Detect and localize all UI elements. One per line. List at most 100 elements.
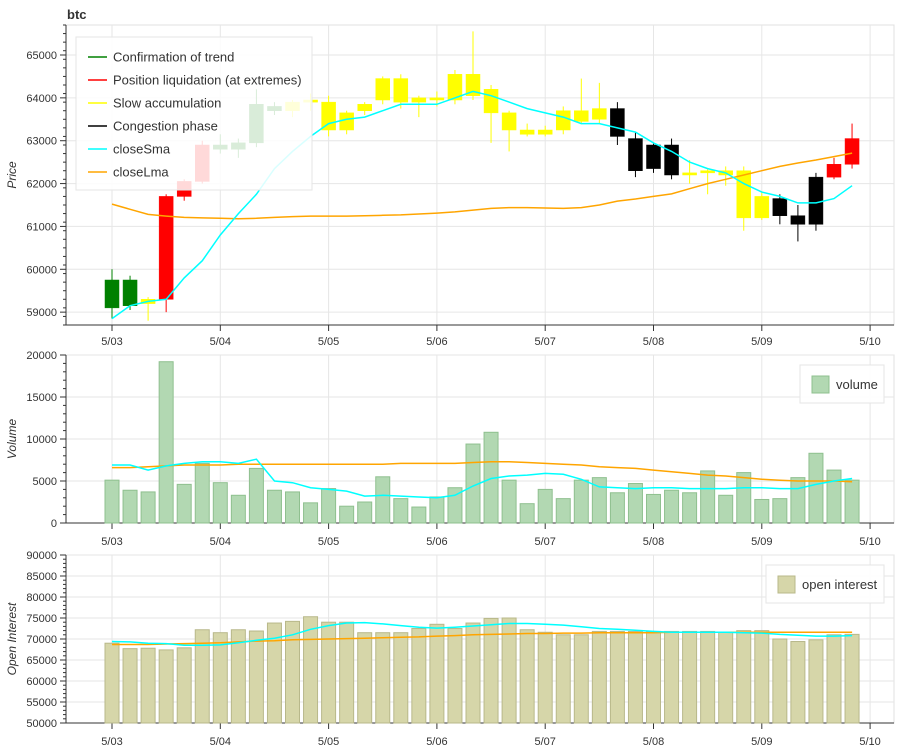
candle-body: [375, 78, 390, 101]
candle: [375, 76, 390, 105]
volume-bar: [718, 494, 734, 524]
y-tick-label: 50000: [26, 718, 57, 730]
candle: [357, 102, 372, 115]
x-tick-label: 5/07: [534, 336, 555, 348]
candle-body: [537, 129, 553, 135]
open-interest-bar: [627, 630, 643, 724]
open-interest-bar: [844, 633, 860, 724]
candle: [104, 269, 120, 319]
candle-body: [158, 196, 174, 300]
volume-bar: [808, 452, 824, 524]
open-interest-bar: [736, 630, 752, 724]
volume-bar: [248, 467, 264, 524]
y-tick-label: 59000: [26, 307, 57, 319]
open-interest-bar: [393, 632, 409, 724]
y-axis-label: Open Interest: [5, 602, 19, 675]
candle: [158, 194, 174, 313]
candle: [592, 82, 607, 124]
candle-body: [808, 176, 824, 225]
volume-bar: [447, 487, 463, 524]
legend-label: Congestion phase: [113, 119, 218, 134]
candle-body: [754, 196, 770, 219]
candle: [808, 172, 824, 231]
x-tick-label: 5/05: [318, 536, 339, 548]
y-tick-label: 5000: [33, 476, 57, 488]
y-tick-label: 61000: [26, 221, 57, 233]
x-tick-label: 5/09: [751, 536, 772, 548]
volume-bar: [266, 489, 282, 524]
volume-bar: [411, 506, 427, 524]
volume-bar: [664, 489, 680, 524]
x-tick-label: 5/04: [210, 736, 231, 748]
open-interest-bar: [375, 632, 391, 724]
volume-bar: [176, 483, 192, 524]
open-interest-bar: [555, 634, 571, 724]
y-axis-label: Price: [5, 161, 19, 189]
candle: [122, 275, 138, 310]
candle: [537, 125, 553, 137]
x-tick-label: 5/05: [318, 736, 339, 748]
x-tick-label: 5/04: [210, 336, 231, 348]
volume-bar: [104, 479, 120, 524]
candle: [556, 106, 571, 135]
closeLma-line: [111, 152, 853, 220]
candle: [736, 166, 751, 231]
open-interest-bar: [212, 632, 228, 724]
volume-legend: volume: [799, 364, 885, 404]
y-tick-label: 62000: [26, 179, 57, 191]
open-interest-bar: [266, 622, 282, 724]
candle-body: [393, 78, 409, 103]
candle: [754, 192, 770, 220]
volume-lma-line: [112, 460, 853, 483]
candle: [700, 168, 715, 195]
candle-body: [483, 89, 499, 114]
volume-bar: [321, 488, 337, 524]
y-tick-label: 80000: [26, 592, 57, 604]
y-tick-label: 63000: [26, 136, 57, 148]
open-interest-bar: [826, 634, 842, 724]
candle: [574, 78, 589, 124]
open-interest-bar: [447, 628, 463, 724]
volume-bar: [591, 477, 607, 524]
y-tick-label: 55000: [26, 697, 57, 709]
y-tick-label: 10000: [26, 434, 57, 446]
x-tick-label: 5/09: [751, 336, 772, 348]
open-interest-bar: [303, 616, 319, 724]
y-tick-label: 0: [51, 518, 57, 530]
open-interest-sma-line: [111, 621, 853, 647]
legend-label: open interest: [802, 577, 878, 592]
open-interest-bar: [573, 634, 589, 724]
volume-bar: [844, 479, 860, 524]
open-interest-bar: [122, 648, 138, 724]
open-interest-bar: [772, 638, 788, 724]
open-interest-bar: [194, 629, 210, 724]
x-tick-label: 5/08: [643, 736, 664, 748]
volume-bar: [194, 462, 210, 524]
candle: [501, 110, 517, 152]
x-tick-label: 5/10: [859, 536, 880, 548]
open-interest-bar: [465, 622, 481, 724]
x-tick-label: 5/08: [643, 536, 664, 548]
open-interest-bar: [718, 631, 734, 724]
volume-bar: [826, 469, 842, 524]
volume-bar: [700, 470, 716, 524]
y-tick-label: 15000: [26, 392, 57, 404]
volume-bar: [772, 498, 788, 524]
candle-body: [104, 279, 120, 309]
open-interest-bar: [140, 647, 156, 724]
candle-body: [429, 97, 445, 101]
closeSma-line: [111, 90, 853, 320]
y-tick-label: 20000: [26, 350, 57, 362]
open-interest-bar: [537, 631, 553, 724]
candle: [664, 138, 679, 180]
candle-body: [556, 110, 571, 131]
candle: [646, 142, 661, 173]
open-interest-bar: [321, 621, 337, 724]
candle: [772, 194, 788, 225]
volume-bar: [140, 491, 156, 524]
x-tick-label: 5/10: [859, 336, 880, 348]
legend-label: Confirmation of trend: [113, 50, 234, 65]
x-tick-label: 5/03: [101, 536, 122, 548]
candle: [393, 74, 409, 109]
